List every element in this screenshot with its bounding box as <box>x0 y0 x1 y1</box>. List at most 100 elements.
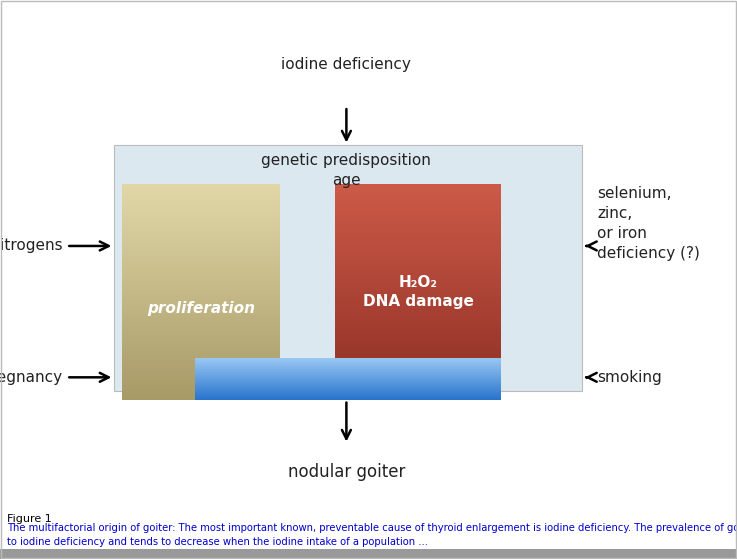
Bar <box>122 382 280 385</box>
Bar <box>195 382 501 383</box>
Bar <box>195 388 501 389</box>
Bar <box>122 321 280 324</box>
Text: Figure 1: Figure 1 <box>7 514 52 524</box>
Bar <box>122 271 280 274</box>
Bar <box>335 256 501 260</box>
Bar <box>122 310 280 314</box>
Bar <box>335 220 501 224</box>
Bar <box>335 360 501 364</box>
Bar <box>335 371 501 375</box>
Bar <box>195 359 501 360</box>
Bar <box>335 317 501 321</box>
Bar <box>195 391 501 392</box>
Bar <box>195 371 501 372</box>
Bar <box>122 192 280 195</box>
Bar <box>335 353 501 357</box>
Bar <box>335 206 501 210</box>
Bar <box>122 281 280 285</box>
Bar <box>335 392 501 396</box>
Bar <box>195 393 501 394</box>
Bar <box>335 378 501 382</box>
Bar <box>122 217 280 220</box>
Bar <box>195 383 501 385</box>
Bar <box>122 231 280 235</box>
Bar <box>335 342 501 346</box>
Bar <box>195 394 501 395</box>
Bar <box>122 285 280 288</box>
Bar <box>335 364 501 367</box>
Bar <box>335 389 501 392</box>
Bar <box>122 199 280 202</box>
Bar <box>335 217 501 220</box>
Bar <box>335 231 501 235</box>
Bar <box>122 278 280 281</box>
Bar <box>122 378 280 382</box>
Bar <box>122 324 280 328</box>
Bar <box>195 381 501 382</box>
Bar <box>335 202 501 206</box>
Bar <box>335 228 501 231</box>
Bar <box>195 399 501 400</box>
Bar <box>122 371 280 375</box>
Bar <box>195 398 501 399</box>
Bar <box>335 224 501 228</box>
Bar <box>122 292 280 296</box>
Bar <box>335 324 501 328</box>
Bar <box>195 380 501 381</box>
Bar <box>122 263 280 267</box>
Bar <box>335 335 501 339</box>
Bar <box>122 339 280 342</box>
Bar <box>335 238 501 242</box>
Bar <box>122 195 280 199</box>
Text: The multifactorial origin of goiter: The most important known, preventable cause: The multifactorial origin of goiter: The… <box>7 523 737 547</box>
Bar <box>335 367 501 371</box>
Bar <box>335 278 501 281</box>
Bar <box>195 396 501 397</box>
Bar <box>122 353 280 357</box>
Bar <box>122 360 280 364</box>
Bar <box>122 299 280 303</box>
Bar <box>335 184 501 188</box>
Bar <box>195 385 501 386</box>
Bar <box>195 363 501 364</box>
Bar <box>335 385 501 389</box>
Bar <box>335 281 501 285</box>
Text: pregnancy: pregnancy <box>0 370 63 385</box>
Bar <box>195 366 501 367</box>
Bar <box>122 389 280 392</box>
Bar <box>335 375 501 378</box>
Bar <box>335 357 501 360</box>
Bar <box>122 213 280 217</box>
Bar <box>335 296 501 299</box>
Text: H₂O₂
DNA damage: H₂O₂ DNA damage <box>363 274 474 310</box>
Bar <box>195 386 501 387</box>
Bar <box>122 396 280 400</box>
Bar <box>195 390 501 391</box>
Bar <box>122 220 280 224</box>
Bar <box>335 303 501 306</box>
Bar <box>122 346 280 349</box>
Bar <box>335 199 501 202</box>
Bar <box>335 299 501 303</box>
Bar <box>114 145 582 391</box>
Bar <box>122 349 280 353</box>
Bar <box>335 285 501 288</box>
Bar <box>0 549 737 559</box>
Text: genetic predisposition
age: genetic predisposition age <box>262 153 431 188</box>
Bar <box>122 206 280 210</box>
Bar <box>195 395 501 396</box>
Bar <box>335 271 501 274</box>
Text: nodular goiter: nodular goiter <box>287 463 405 481</box>
Bar <box>195 368 501 369</box>
Bar <box>195 376 501 377</box>
Bar <box>122 392 280 396</box>
Bar <box>335 210 501 213</box>
Bar <box>335 260 501 263</box>
Bar <box>122 224 280 228</box>
Bar <box>122 328 280 331</box>
Bar <box>122 331 280 335</box>
Bar <box>195 389 501 390</box>
Bar <box>335 331 501 335</box>
Bar <box>122 267 280 271</box>
Bar <box>122 260 280 263</box>
